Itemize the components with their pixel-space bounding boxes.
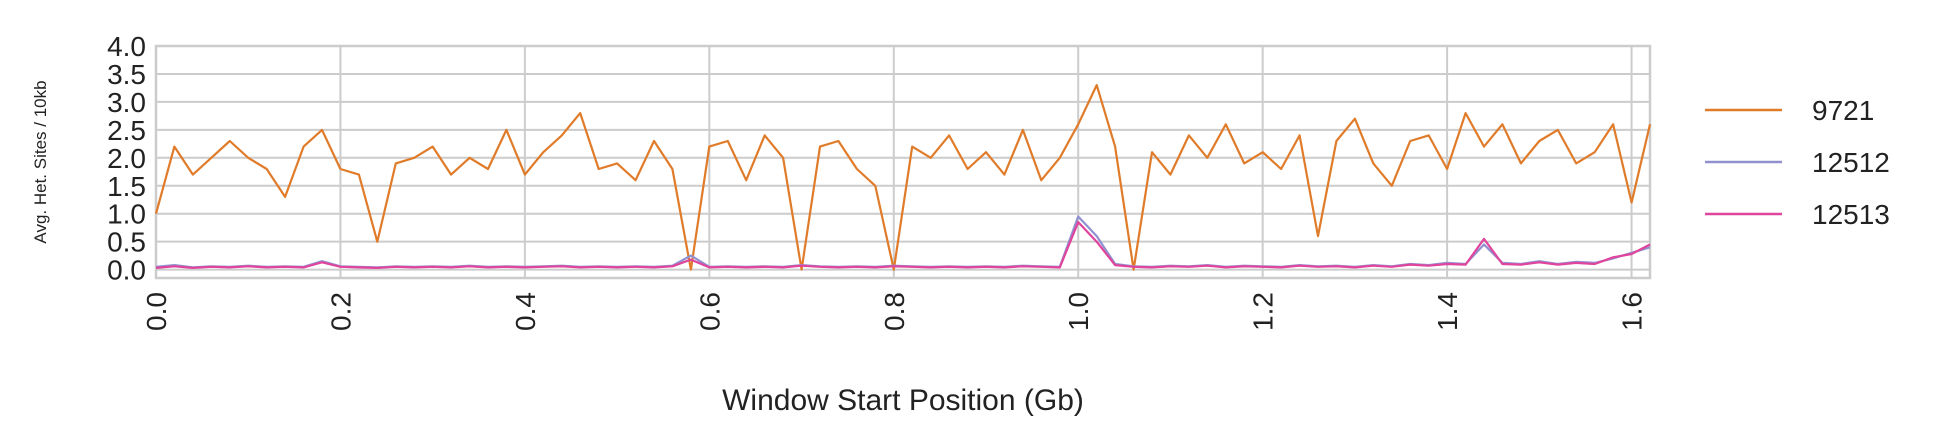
x-tick-label: 1.2 <box>1248 292 1279 331</box>
y-tick-label: 3.0 <box>107 87 146 118</box>
legend-label: 12512 <box>1812 147 1890 178</box>
x-axis-label: Window Start Position (Gb) <box>722 384 1084 417</box>
x-tick-label: 1.4 <box>1432 292 1463 331</box>
y-tick-label: 2.5 <box>107 115 146 146</box>
series-line <box>155 221 1651 269</box>
x-tick-label: 1.6 <box>1617 292 1648 331</box>
legend-label: 12513 <box>1812 199 1890 230</box>
x-tick-label: 0.0 <box>141 292 172 331</box>
y-tick-label: 2.0 <box>107 143 146 174</box>
series-line <box>154 84 1652 271</box>
y-tick-label: 1.0 <box>107 199 146 230</box>
plot-frame <box>154 44 1652 280</box>
x-tick-label: 0.6 <box>694 292 725 331</box>
y-tick-label: 4.0 <box>107 31 146 62</box>
y-tick-label: 0.0 <box>107 255 146 286</box>
x-tick-label: 1.0 <box>1063 292 1094 331</box>
legend-label: 9721 <box>1812 95 1874 126</box>
y-tick-label: 3.5 <box>107 59 146 90</box>
y-tick-label: 1.5 <box>107 171 146 202</box>
x-tick-label: 0.2 <box>325 292 356 331</box>
y-axis-label: Avg. Het. Sites / 10kb <box>31 80 50 243</box>
x-tick-label: 0.8 <box>879 292 910 331</box>
x-tick-label: 0.4 <box>510 292 541 331</box>
y-tick-label: 0.5 <box>107 227 146 258</box>
